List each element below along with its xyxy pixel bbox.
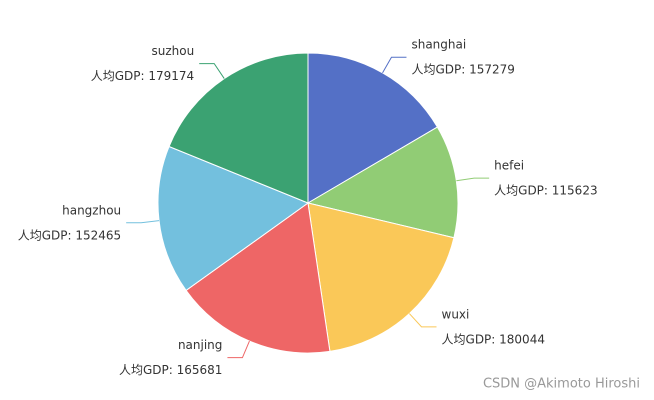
pie-slice — [157, 145, 310, 292]
slice-label: wuxi — [442, 307, 470, 321]
leader-line — [199, 63, 225, 79]
slice-label: hangzhou — [62, 203, 121, 217]
leader-line — [126, 220, 160, 224]
slice-label: shanghai — [411, 38, 466, 52]
slice-value-label: 人均GDP: 152465 — [18, 228, 121, 242]
slice-label: hefei — [494, 159, 524, 173]
pie-slice — [185, 202, 331, 354]
slice-value-label: 人均GDP: 115623 — [494, 184, 597, 198]
leader-line — [408, 313, 437, 328]
slice-value-label: 人均GDP: 179174 — [91, 69, 194, 83]
watermark: CSDN @Akimoto Hiroshi — [483, 377, 640, 392]
slice-label: nanjing — [178, 338, 222, 352]
leader-line — [456, 177, 490, 182]
slice-value-label: 人均GDP: 180044 — [442, 332, 545, 346]
slice-label: suzhou — [151, 44, 194, 58]
leader-line — [382, 56, 407, 74]
slice-value-label: 人均GDP: 165681 — [119, 363, 222, 377]
leader-line — [227, 340, 250, 359]
slice-value-label: 人均GDP: 157279 — [411, 63, 514, 77]
pie-slice — [168, 52, 309, 204]
